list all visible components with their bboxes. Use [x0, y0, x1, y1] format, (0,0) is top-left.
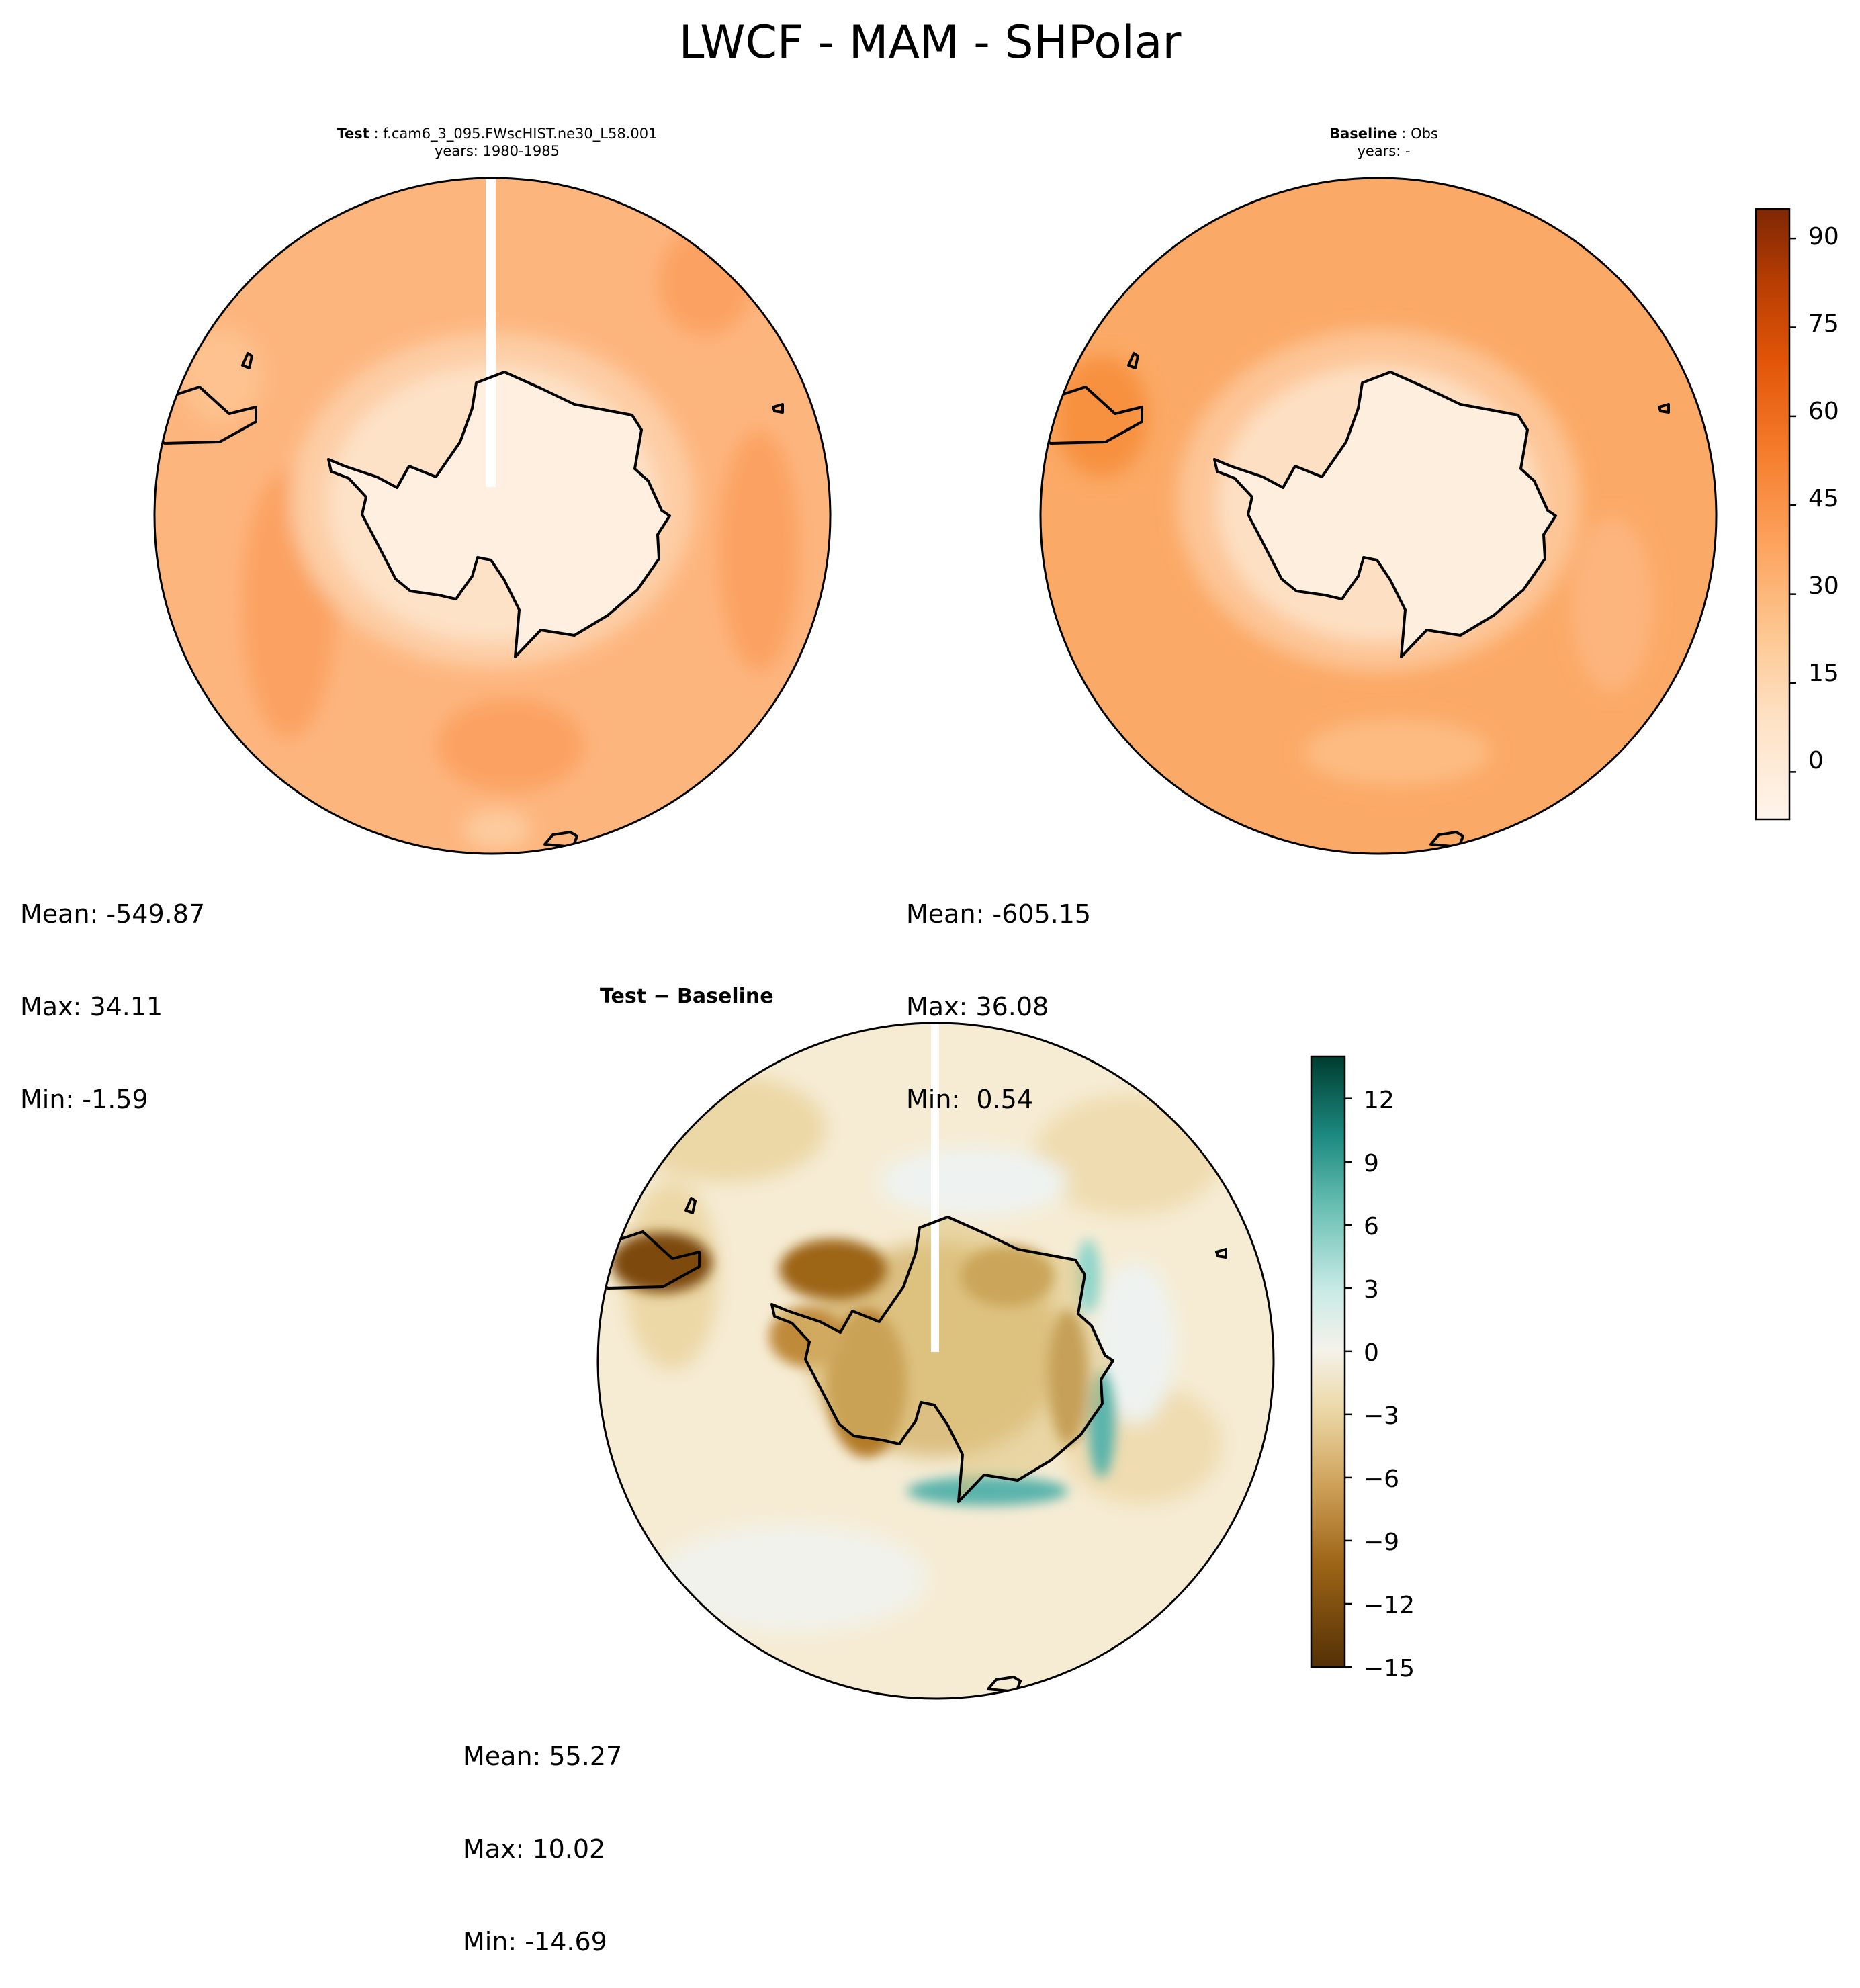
test-label: Test — [337, 126, 369, 142]
test-years: years: 1980-1985 — [434, 143, 560, 159]
test-stats: Mean: -549.87 Max: 34.11 Min: -1.59 — [20, 837, 205, 1146]
cbar-brbg-tick-12: 12 — [1364, 1087, 1394, 1114]
cbar-brbg-tick-m15: −15 — [1364, 1655, 1415, 1682]
diff-max: Max: 10.02 — [463, 1834, 606, 1864]
cbar-oranges-tick-30: 30 — [1808, 572, 1839, 600]
cbar-brbg-tick-m3: −3 — [1364, 1402, 1400, 1430]
cbar-oranges-tick-90: 90 — [1808, 223, 1839, 251]
cbar-brbg-tick-m12: −12 — [1364, 1592, 1415, 1619]
colorbar-brbg — [1310, 1055, 1352, 1668]
test-min: Min: -1.59 — [20, 1085, 148, 1114]
cbar-oranges-tick-60: 60 — [1808, 398, 1839, 425]
cbar-brbg-tick-0: 0 — [1364, 1339, 1379, 1367]
baseline-years: years: - — [1357, 143, 1411, 159]
baseline-label: Baseline — [1329, 126, 1397, 142]
diff-panel-title: Test − Baseline — [600, 985, 774, 1008]
diff-min: Min: -14.69 — [463, 1927, 607, 1956]
baseline-max: Max: 36.08 — [906, 992, 1049, 1022]
cbar-oranges-tick-15: 15 — [1808, 660, 1839, 687]
cbar-brbg-tick-3: 3 — [1364, 1276, 1379, 1304]
cbar-brbg-tick-9: 9 — [1364, 1150, 1379, 1177]
baseline-min: Min: 0.54 — [906, 1085, 1033, 1114]
diff-stats: Mean: 55.27 Max: 10.02 Min: -14.69 — [463, 1679, 622, 1988]
diff-mean: Mean: 55.27 — [463, 1742, 623, 1771]
cbar-oranges-tick-75: 75 — [1808, 310, 1839, 338]
test-max: Max: 34.11 — [20, 992, 163, 1022]
baseline-case: Obs — [1411, 126, 1438, 142]
baseline-panel-title: Baseline : Obs years: - — [1216, 125, 1552, 160]
baseline-map — [1039, 177, 1718, 855]
colorbar-oranges — [1755, 208, 1796, 821]
test-panel-title: Test : f.cam6_3_095.FWscHIST.ne30_L58.00… — [242, 125, 752, 160]
test-map — [153, 177, 832, 855]
cbar-oranges-tick-45: 45 — [1808, 485, 1839, 512]
test-case: f.cam6_3_095.FWscHIST.ne30_L58.001 — [383, 126, 658, 142]
cbar-brbg-tick-m6: −6 — [1364, 1465, 1400, 1493]
test-mean: Mean: -549.87 — [20, 899, 206, 929]
baseline-mean: Mean: -605.15 — [906, 899, 1092, 929]
baseline-stats: Mean: -605.15 Max: 36.08 Min: 0.54 — [906, 837, 1091, 1146]
cbar-oranges-tick-0: 0 — [1808, 747, 1824, 774]
figure-canvas — [153, 177, 1796, 1700]
cbar-brbg-tick-6: 6 — [1364, 1213, 1379, 1240]
figure-title: LWCF - MAM - SHPolar — [678, 16, 1182, 69]
cbar-brbg-tick-m9: −9 — [1364, 1529, 1400, 1556]
